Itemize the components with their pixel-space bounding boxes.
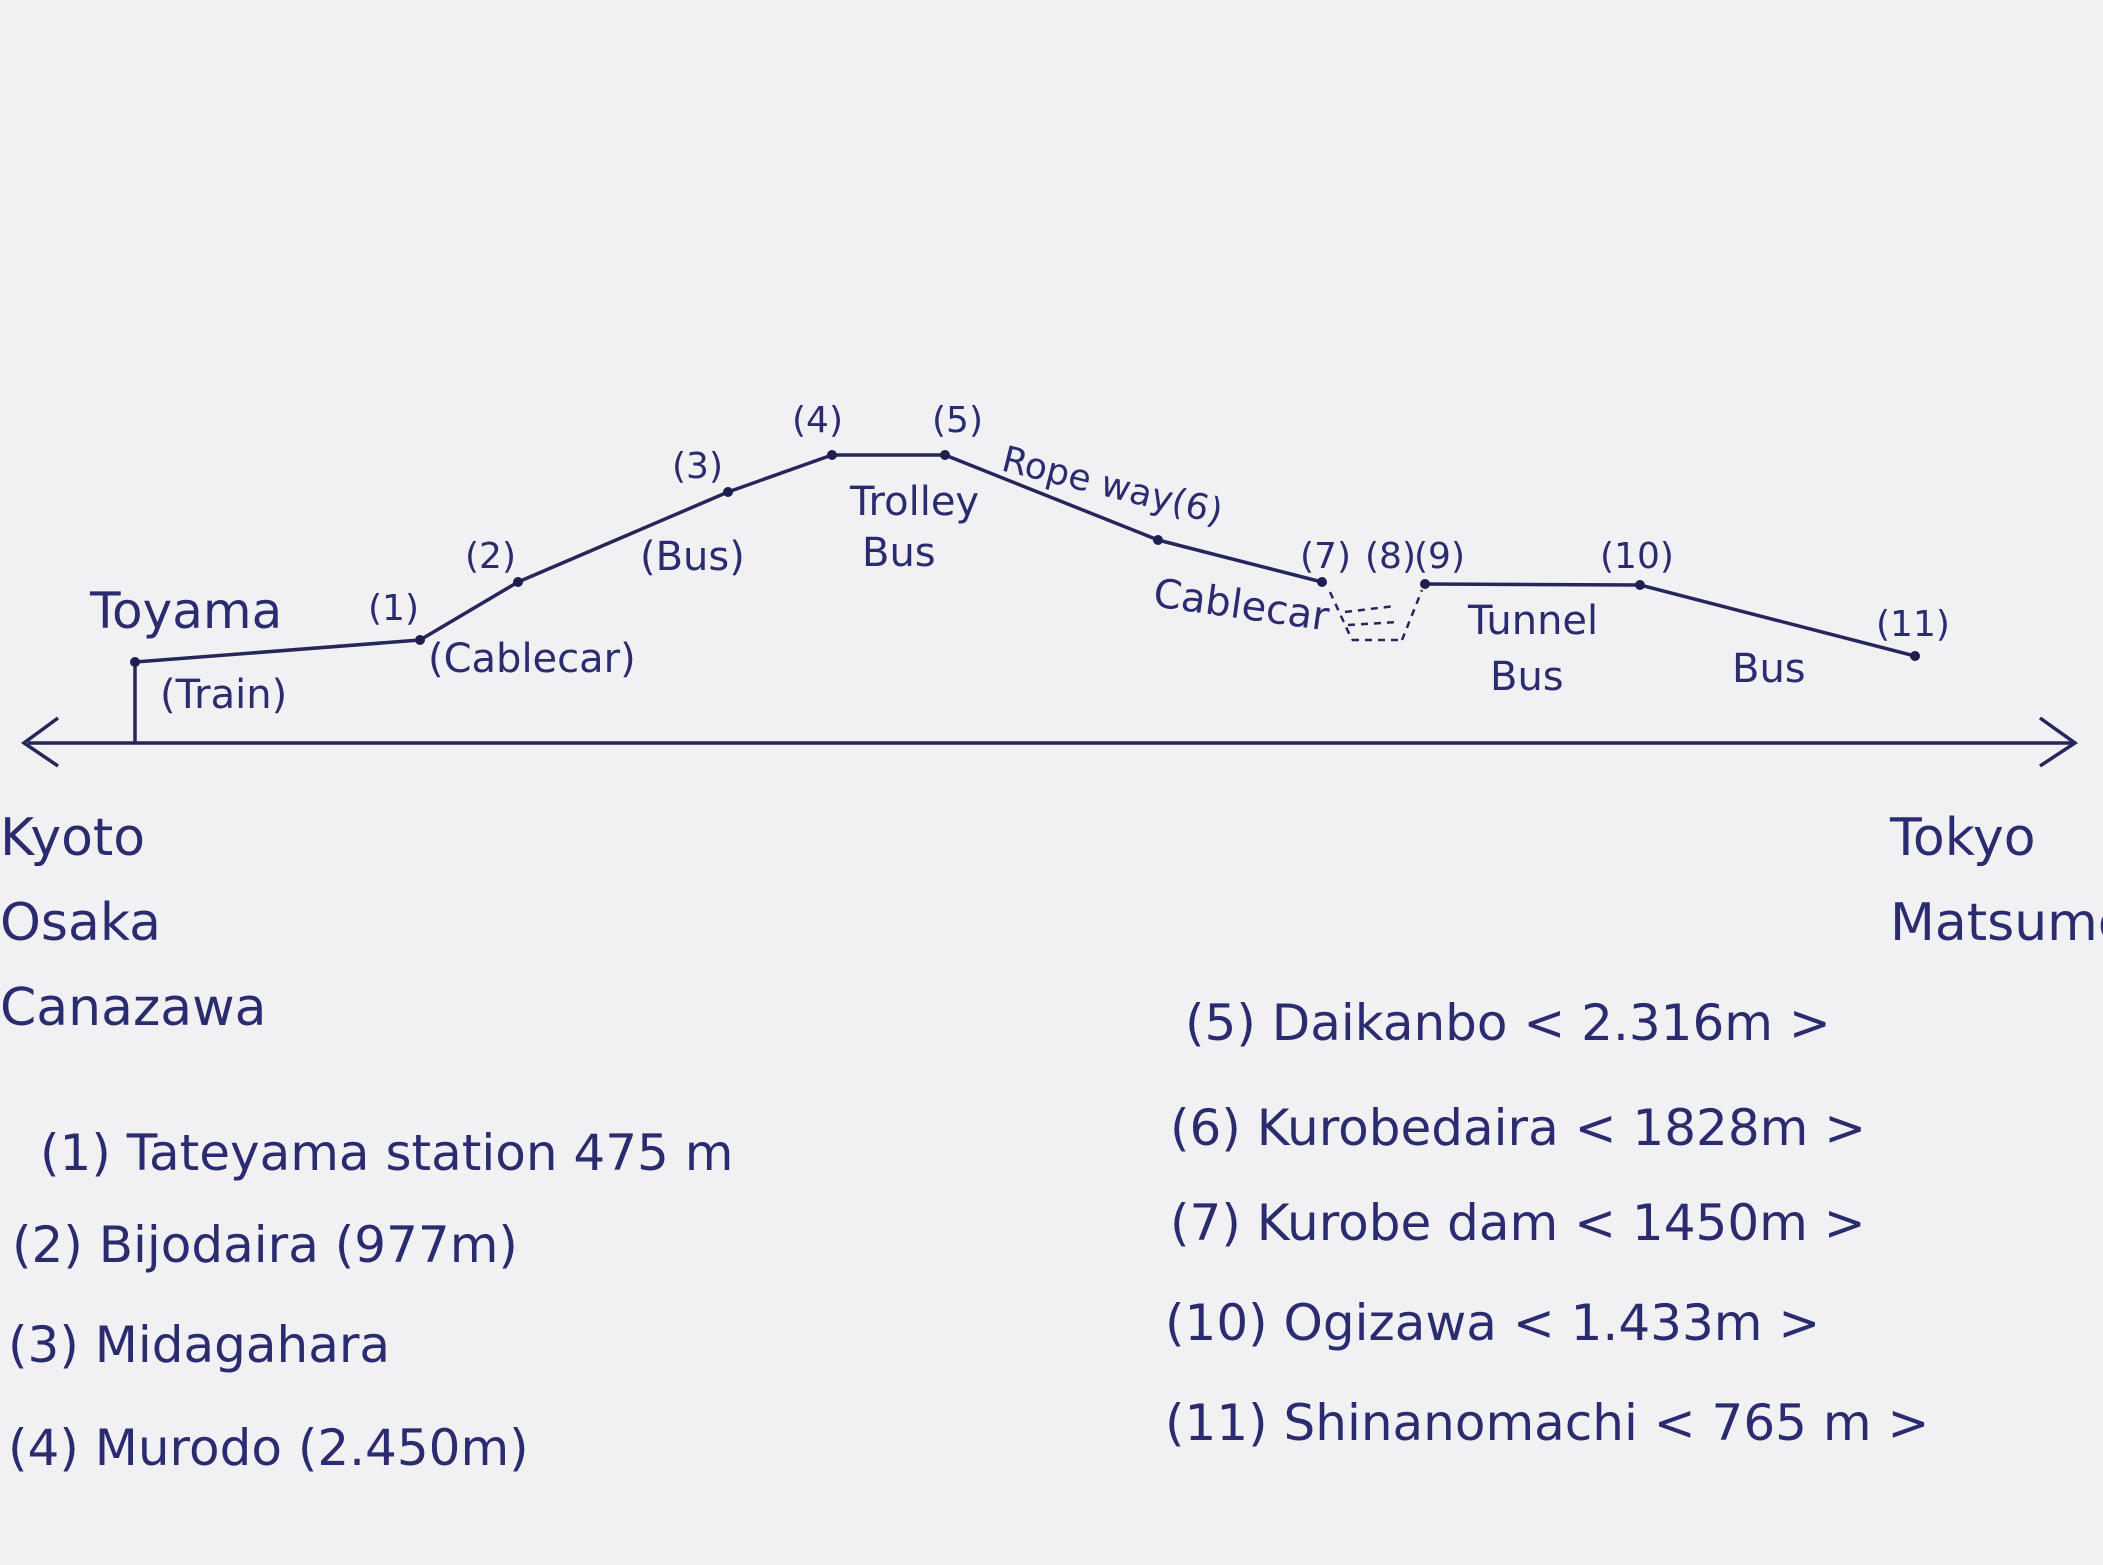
dam-crossing-sketch (1328, 589, 1424, 642)
station-label-4: (4) (792, 400, 843, 441)
segment-label-bus-2: Bus (1732, 646, 1806, 692)
right-city-1: Tokyo (1889, 808, 2036, 868)
station-dot-2 (513, 577, 523, 587)
station-dot-11 (1910, 651, 1920, 661)
station-dot-start (130, 657, 140, 667)
station-label-2: (2) (465, 536, 516, 577)
legend-right: (5) Daikanbo < 2.316m > (6) Kurobedaira … (1165, 994, 1929, 1452)
station-dot-5 (940, 450, 950, 460)
legend-item-7: (7) Kurobe dam < 1450m > (1170, 1194, 1866, 1252)
arrow-left-icon (20, 716, 60, 768)
station-dot-1 (415, 635, 425, 645)
legend-item-5: (5) Daikanbo < 2.316m > (1185, 994, 1831, 1052)
direction-axis (20, 716, 2079, 768)
station-label-8: (8) (1365, 536, 1416, 577)
station-dot-4 (827, 450, 837, 460)
left-city-3: Canazawa (0, 978, 267, 1038)
station-dot-9 (1420, 579, 1430, 589)
station-dot-3 (723, 487, 733, 497)
station-label-6: Rope way(6) (998, 439, 1227, 533)
station-label-9: (9) (1414, 536, 1465, 577)
arrow-right-icon (2038, 716, 2079, 768)
left-cities: Kyoto Osaka Canazawa (0, 808, 267, 1038)
segment-label-bus-1: (Bus) (640, 534, 745, 580)
right-city-2: Matsumoto (1890, 893, 2103, 953)
legend-item-3: (3) Midagahara (8, 1316, 390, 1374)
legend-item-4: (4) Murodo (2.450m) (8, 1419, 529, 1477)
station-dot-10 (1635, 580, 1645, 590)
segment-label-tunnel-2: Bus (1490, 654, 1564, 700)
station-label-3: (3) (672, 446, 723, 487)
segment-label-trolley-1: Trolley (849, 479, 979, 525)
segment-label-train: (Train) (160, 672, 287, 718)
start-label: Toyama (89, 582, 282, 640)
station-dots (130, 450, 1920, 667)
station-label-5: (5) (932, 400, 983, 441)
legend-item-11: (11) Shinanomachi < 765 m > (1165, 1394, 1929, 1452)
segment-label-cablecar-1: (Cablecar) (428, 636, 636, 682)
right-cities: Tokyo Matsumoto (1889, 808, 2103, 953)
segment-label-trolley-2: Bus (862, 530, 936, 576)
legend-item-1: (1) Tateyama station 475 m (40, 1124, 733, 1182)
station-dot-7 (1317, 577, 1327, 587)
station-label-7: (7) (1300, 536, 1351, 577)
left-city-2: Osaka (0, 893, 161, 953)
legend-left: (1) Tateyama station 475 m (2) Bijodaira… (8, 1124, 733, 1477)
station-label-1: (1) (368, 588, 419, 629)
station-label-11: (11) (1876, 604, 1950, 645)
legend-item-6: (6) Kurobedaira < 1828m > (1170, 1099, 1866, 1157)
legend-item-2: (2) Bijodaira (977m) (12, 1216, 518, 1274)
left-city-1: Kyoto (0, 808, 145, 868)
station-label-10: (10) (1600, 536, 1674, 577)
segment-label-cablecar-2: Cablecar (1151, 570, 1333, 640)
legend-item-10: (10) Ogizawa < 1.433m > (1165, 1294, 1820, 1352)
route-line-west (134, 453, 1323, 664)
station-dot-6 (1153, 535, 1163, 545)
segment-label-tunnel-1: Tunnel (1467, 598, 1598, 644)
